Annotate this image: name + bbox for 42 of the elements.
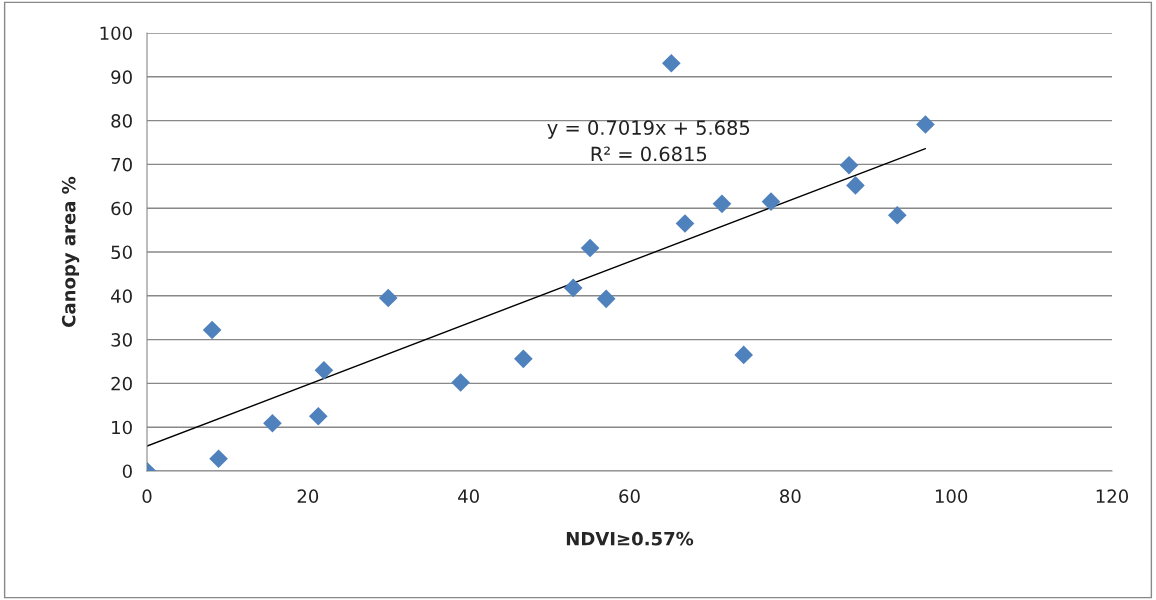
x-tick-label: 120 bbox=[1096, 489, 1129, 504]
y-tick-label: 60 bbox=[111, 201, 132, 216]
x-tick-label: 20 bbox=[297, 489, 319, 504]
x-tick-label: 60 bbox=[619, 489, 640, 504]
point bbox=[916, 115, 935, 134]
x-tick-label: 80 bbox=[780, 489, 801, 504]
y-tick-label: 80 bbox=[111, 114, 132, 128]
annotation: y = 0.7019x + 5.685 bbox=[547, 120, 750, 139]
point bbox=[209, 449, 228, 469]
point bbox=[580, 238, 600, 258]
y-axis-title: Canopy area % bbox=[61, 176, 80, 327]
y-tick-label: 100 bbox=[100, 26, 132, 41]
point bbox=[563, 278, 583, 298]
point bbox=[263, 413, 282, 433]
point bbox=[308, 406, 328, 426]
y-tick-label: 10 bbox=[112, 420, 132, 435]
y-tick-label: 70 bbox=[111, 157, 132, 172]
point bbox=[662, 53, 681, 73]
point bbox=[675, 214, 695, 233]
y-tick-label: 20 bbox=[111, 376, 132, 391]
y-tick-label: 90 bbox=[111, 70, 132, 84]
point bbox=[314, 360, 334, 380]
point bbox=[839, 155, 859, 175]
y-tick-label: 30 bbox=[111, 333, 132, 347]
point bbox=[887, 205, 907, 225]
x-tick-label: 40 bbox=[458, 489, 479, 504]
annotation: R² = 0.6815 bbox=[591, 146, 707, 162]
point bbox=[514, 349, 533, 369]
point bbox=[761, 192, 781, 211]
point bbox=[451, 373, 470, 392]
x-axis-title: NDVI≥0.57% bbox=[566, 531, 694, 546]
point bbox=[378, 288, 398, 308]
y-tick-label: 40 bbox=[111, 289, 132, 303]
y-tick-label: 50 bbox=[111, 245, 132, 260]
y-tick-label: 0 bbox=[122, 464, 132, 479]
point bbox=[202, 320, 222, 340]
x-tick-label: 100 bbox=[935, 489, 968, 504]
point bbox=[846, 176, 865, 195]
point bbox=[734, 345, 754, 365]
point bbox=[712, 194, 732, 214]
point bbox=[596, 289, 616, 309]
x-tick-label: 0 bbox=[142, 489, 152, 504]
